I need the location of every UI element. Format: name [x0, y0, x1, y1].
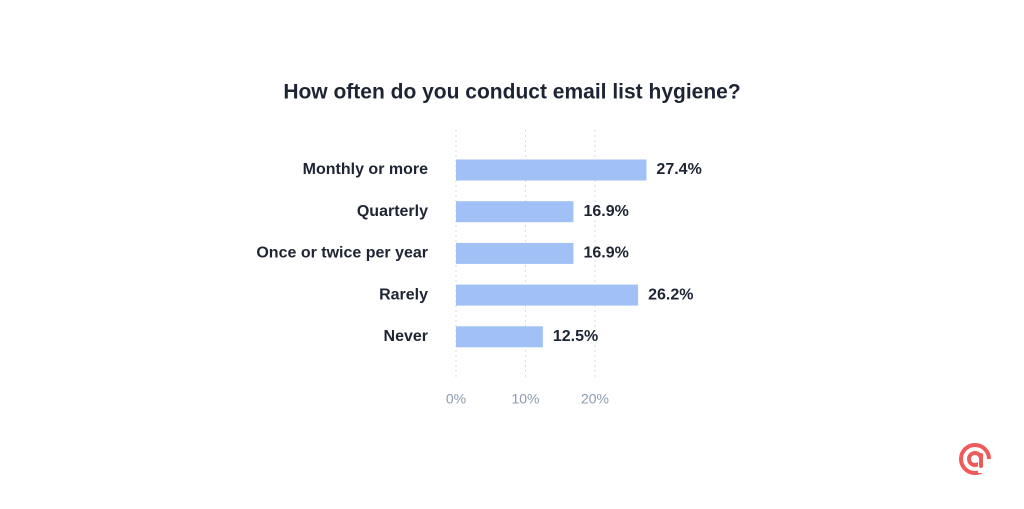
- chart-title: How often do you conduct email list hygi…: [283, 81, 740, 104]
- value-label: 26.2%: [648, 286, 693, 303]
- value-label: 16.9%: [583, 203, 628, 220]
- bar: [456, 201, 574, 223]
- logo: [959, 443, 992, 475]
- bar: [456, 242, 574, 264]
- category-label: Quarterly: [357, 203, 428, 220]
- value-label: 12.5%: [553, 328, 598, 345]
- bar: [456, 326, 543, 348]
- category-label: Rarely: [379, 286, 428, 303]
- x-tick-label: 20%: [581, 391, 609, 407]
- x-tick-label: 0%: [446, 391, 466, 407]
- value-label: 27.4%: [656, 161, 701, 178]
- category-label: Monthly or more: [303, 161, 428, 178]
- x-tick-label: 10%: [511, 391, 539, 407]
- value-label: 16.9%: [583, 245, 628, 262]
- category-label: Once or twice per year: [256, 245, 428, 262]
- category-label: Never: [384, 328, 428, 345]
- bar: [456, 284, 639, 306]
- bar: [456, 159, 647, 181]
